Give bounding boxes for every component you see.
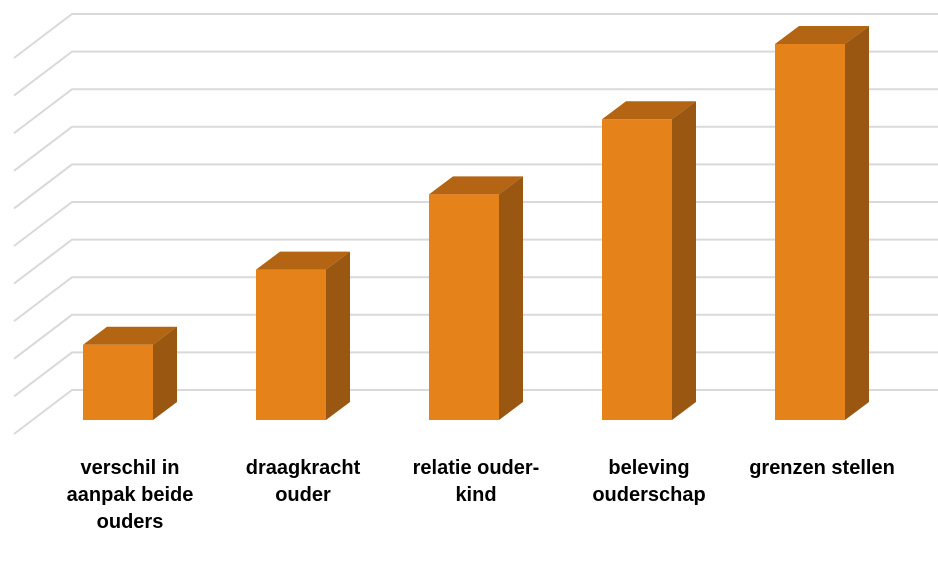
- x-tick-label: relatie ouder-kind: [412, 457, 540, 506]
- bar: [775, 44, 845, 420]
- grid-line: [13, 88, 938, 134]
- bar-side: [672, 101, 696, 420]
- bar: [602, 119, 672, 420]
- x-tick-label: grenzen stellen: [749, 457, 895, 479]
- bar-side: [153, 326, 177, 420]
- x-tick-label: beleving ouderschap: [592, 457, 706, 506]
- grid-line: [13, 50, 938, 97]
- bar-side: [845, 26, 869, 420]
- bar: [83, 344, 153, 420]
- bar: [429, 194, 499, 420]
- x-tick-label: draagkracht ouder: [245, 457, 361, 506]
- x-tick-label: verschil in aanpak beide ouders: [66, 457, 194, 533]
- bar-top: [602, 101, 696, 120]
- bar-side: [499, 176, 523, 420]
- bar-top: [775, 26, 869, 44]
- bar-top: [83, 326, 177, 345]
- grid-line: [13, 13, 938, 59]
- bar: [256, 269, 326, 420]
- bar-side: [326, 251, 350, 420]
- bar-top: [429, 176, 523, 195]
- bar-top: [256, 251, 350, 270]
